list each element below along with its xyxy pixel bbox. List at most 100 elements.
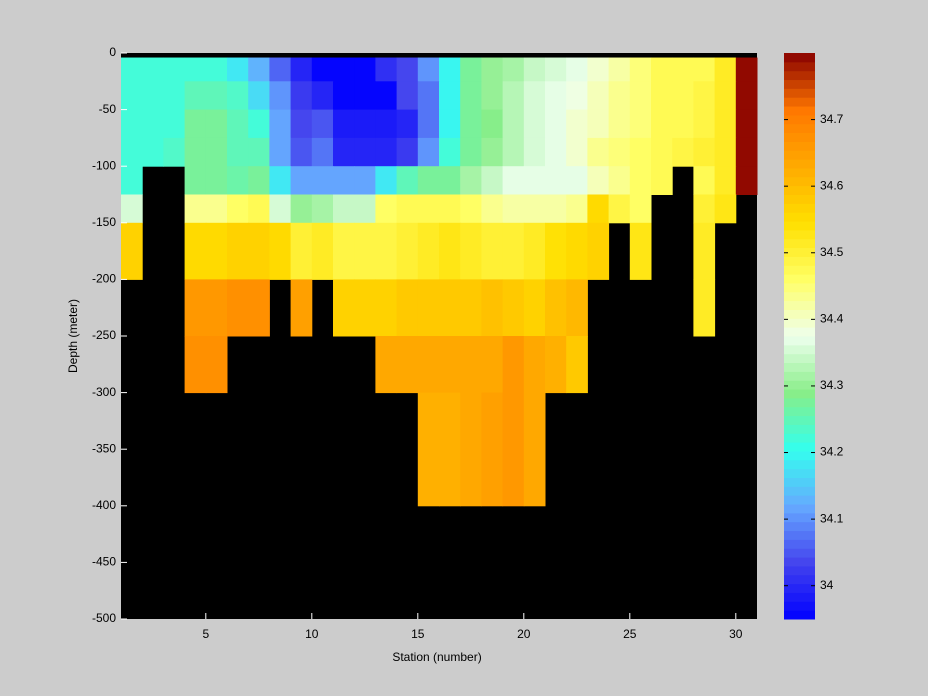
cell (311, 109, 334, 139)
cell (714, 194, 737, 224)
cell (227, 194, 249, 224)
cell (566, 81, 588, 111)
colorbar-swatch (784, 318, 815, 328)
cell (608, 57, 631, 82)
cell (311, 57, 334, 82)
cell (184, 109, 207, 139)
cell (205, 222, 228, 280)
cell (163, 81, 186, 111)
cell (587, 109, 610, 139)
cell (714, 137, 737, 167)
y-tick-label: -100 (92, 158, 116, 172)
cell (417, 166, 440, 195)
cell (481, 194, 504, 224)
cell (205, 166, 228, 195)
cell (290, 81, 313, 111)
cell (248, 137, 270, 167)
y-tick-label: -400 (92, 498, 116, 512)
cell (672, 137, 694, 167)
y-tick-label: -250 (92, 328, 116, 342)
cell (481, 137, 504, 167)
cell (481, 222, 504, 280)
cell (121, 222, 143, 280)
cell (248, 166, 270, 195)
cell (714, 57, 737, 82)
colorbar-swatch (784, 548, 815, 558)
colorbar-swatch (784, 477, 815, 487)
cell (439, 137, 461, 167)
colorbar-swatch (784, 185, 815, 195)
cell (566, 336, 588, 394)
cell (205, 279, 228, 337)
cell (205, 137, 228, 167)
colorbar-swatch (784, 389, 815, 399)
cell (608, 81, 631, 111)
cell (142, 57, 164, 82)
cell (502, 279, 525, 337)
cell (502, 57, 525, 82)
cell (566, 222, 588, 280)
cell (184, 166, 207, 195)
cell (460, 166, 482, 195)
colorbar-swatch (784, 53, 815, 63)
cell (545, 222, 567, 280)
colorbar-swatch (784, 194, 815, 204)
cell (502, 336, 525, 394)
cell (523, 166, 546, 195)
cell (714, 109, 737, 139)
cell (693, 57, 716, 82)
cell (608, 194, 631, 224)
cell (523, 279, 546, 337)
cell (269, 194, 292, 224)
cell (248, 81, 270, 111)
colorbar-swatch (784, 592, 815, 602)
colorbar-swatch (784, 336, 815, 346)
colorbar-swatch (784, 459, 815, 470)
cell (290, 194, 313, 224)
cell (523, 137, 546, 167)
colorbar-swatch (784, 442, 815, 452)
cell (205, 109, 228, 139)
cell (460, 279, 482, 337)
cell (184, 279, 207, 337)
x-axis-label: Station (number) (392, 650, 481, 664)
colorbar-tick-label: 34.2 (820, 445, 844, 459)
colorbar-tick-label: 34.4 (820, 312, 844, 326)
cell (566, 137, 588, 167)
cell (375, 81, 398, 111)
cell (566, 57, 588, 82)
cell (290, 166, 313, 195)
cell (693, 194, 716, 224)
colorbar-swatch (784, 450, 815, 461)
cell (545, 109, 567, 139)
cell (651, 166, 673, 195)
y-tick-label: -350 (92, 441, 116, 455)
cell (502, 109, 525, 139)
cell (375, 166, 398, 195)
colorbar-swatch (784, 565, 815, 576)
cell (629, 194, 652, 224)
colorbar-swatch (784, 256, 815, 266)
cell (248, 57, 270, 82)
cell (333, 194, 355, 224)
cell (290, 279, 313, 337)
cell (163, 109, 186, 139)
cell (693, 222, 716, 280)
y-tick-label: 0 (109, 45, 116, 59)
cell (481, 57, 504, 82)
cell (523, 57, 546, 82)
cell (439, 57, 461, 82)
cell (545, 194, 567, 224)
cell (417, 336, 440, 394)
x-tick-label: 15 (411, 627, 425, 641)
cell (587, 81, 610, 111)
cell (205, 336, 228, 394)
colorbar-swatch (784, 247, 815, 257)
cell (502, 137, 525, 167)
cell (460, 57, 482, 82)
colorbar-swatch (784, 229, 815, 240)
colorbar-swatch (784, 79, 815, 89)
cell (672, 81, 694, 111)
colorbar-swatch (784, 433, 815, 443)
